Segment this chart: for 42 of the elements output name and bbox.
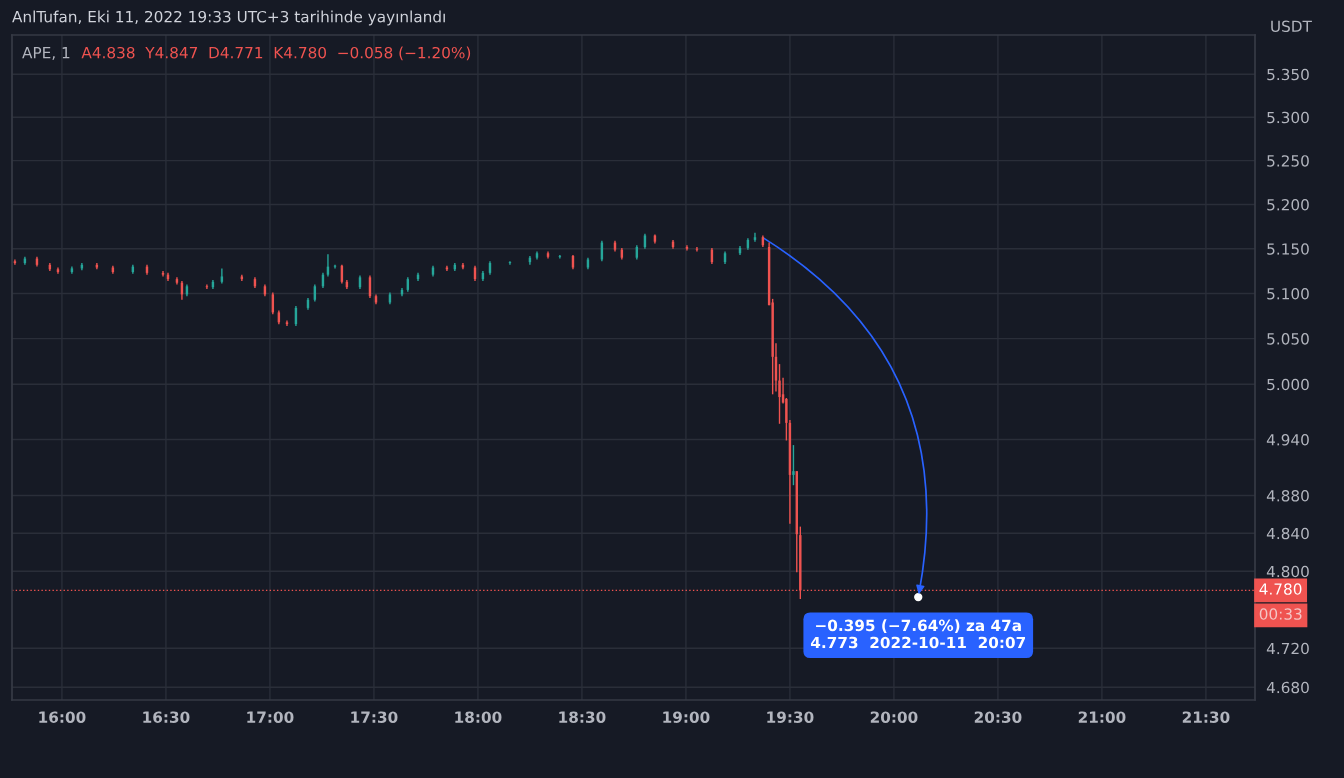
- x-tick-label: 20:00: [870, 711, 918, 723]
- candlestick: [205, 283, 209, 290]
- x-tick-label: 19:00: [663, 711, 710, 723]
- y-tick-label: 4.680: [1266, 681, 1309, 694]
- y-tick-label: 5.000: [1267, 378, 1309, 391]
- y-tick-label: 5.050: [1267, 333, 1309, 345]
- y-axis-title: USDT: [1271, 20, 1312, 33]
- x-tick-label: 19:30: [767, 711, 814, 723]
- y-tick-label: 4.720: [1266, 642, 1309, 655]
- y-tick-label: 5.300: [1267, 111, 1309, 124]
- y-tick-label: 4.840: [1266, 527, 1309, 540]
- candlestick: [695, 246, 699, 253]
- chart-title: AnlTufan, Eki 11, 2022 19:33 UTC+3 tarihinde yayınlandı: [12, 10, 445, 26]
- x-tick-label: 20:30: [974, 711, 1022, 723]
- y-tick-label: 5.150: [1267, 243, 1309, 255]
- y-tick-label: 4.800: [1266, 565, 1309, 578]
- candlestick: [13, 258, 17, 266]
- candlestick: [508, 260, 512, 266]
- x-tick-label: 21:30: [1182, 711, 1230, 723]
- y-tick-label: 5.350: [1267, 68, 1309, 81]
- x-tick-label: 18:30: [559, 711, 606, 723]
- annotation: A4.838 Y4.847 D4.771 K4.780 −0.058 (−1.20%): [81, 46, 471, 61]
- y-tick-label: 4.940: [1266, 434, 1309, 446]
- y-tick-label: 5.200: [1267, 198, 1309, 211]
- x-tick-label: 17:00: [247, 711, 294, 723]
- y-tick-label: 5.250: [1267, 155, 1309, 167]
- x-tick-label: 17:30: [351, 711, 398, 723]
- x-tick-label: 18:00: [455, 711, 502, 723]
- text: 00:33: [1259, 608, 1302, 620]
- x-tick-label: 21:00: [1078, 711, 1126, 723]
- text: APE, 1: [22, 47, 70, 60]
- y-tick-label: 5.100: [1267, 287, 1309, 300]
- annotation: −0.395 (−7.64%) za 47a 4.773 2022-10-11 20:07: [810, 619, 1026, 649]
- x-tick-label: 16:00: [39, 711, 86, 723]
- candlestick: [753, 232, 757, 243]
- candlestick: [685, 244, 689, 252]
- x-tick-label: 16:30: [143, 711, 190, 723]
- y-tick-label: 4.880: [1266, 489, 1309, 502]
- candlestick: [220, 267, 224, 285]
- candlestick: [792, 444, 795, 486]
- candlestick: [558, 254, 562, 260]
- ref-line-label: 4.780: [1259, 583, 1302, 595]
